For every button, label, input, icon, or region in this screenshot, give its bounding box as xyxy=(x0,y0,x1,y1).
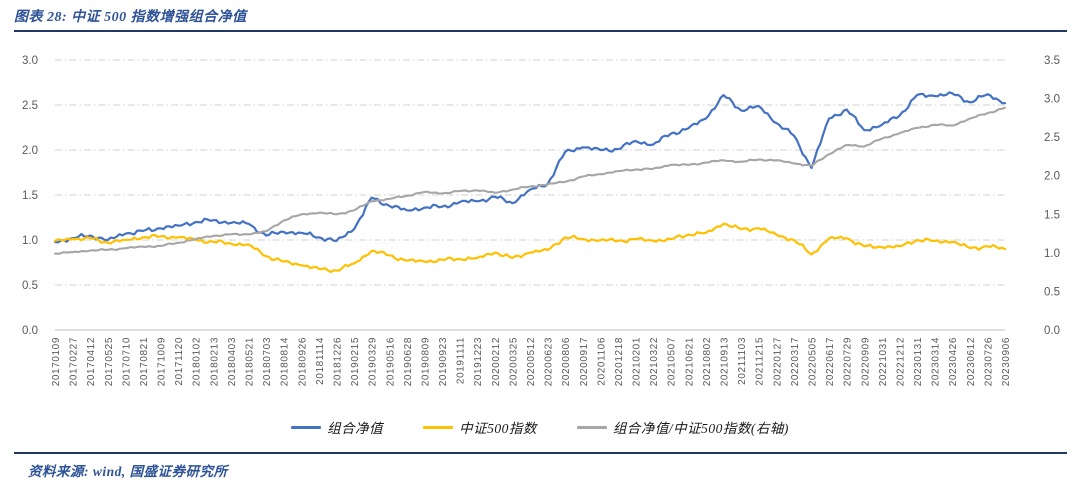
x-tick-label: 20200325 xyxy=(508,337,519,386)
series-line-0 xyxy=(53,91,1007,244)
x-tick-label: 20170227 xyxy=(69,337,80,386)
x-tick-label: 20230726 xyxy=(983,337,994,386)
x-tick-label: 20230906 xyxy=(1001,337,1012,386)
x-tick-label: 20190628 xyxy=(403,337,414,386)
legend-item-csi500: 中证500指数 xyxy=(423,417,537,437)
right-axis-tick-label: 3.5 xyxy=(1044,55,1060,67)
right-axis-tick-label: 1.0 xyxy=(1044,248,1060,260)
left-axis-tick-label: 3.0 xyxy=(22,55,38,67)
series-line-2 xyxy=(53,106,1007,255)
x-tick-label: 20210507 xyxy=(667,337,678,386)
x-tick-label: 20181226 xyxy=(332,337,343,386)
x-tick-label: 20180814 xyxy=(280,337,291,386)
x-tick-label: 20170821 xyxy=(139,337,150,386)
right-axis-tick-label: 0.5 xyxy=(1044,286,1060,298)
x-tick-label: 20180403 xyxy=(227,337,238,386)
right-axis-tick-label: 2.0 xyxy=(1044,171,1060,183)
left-axis-tick-label: 1.5 xyxy=(22,190,38,202)
right-axis-tick-label: 1.5 xyxy=(1044,209,1060,221)
x-tick-label: 20220617 xyxy=(825,337,836,386)
x-tick-label: 20201218 xyxy=(614,337,625,386)
x-tick-label: 20190329 xyxy=(368,337,379,386)
legend-swatch-gray xyxy=(576,425,607,429)
x-tick-label: 20180703 xyxy=(262,337,273,386)
x-tick-label: 20170412 xyxy=(86,337,97,386)
x-tick-label: 20221212 xyxy=(895,337,906,386)
x-tick-label: 20191111 xyxy=(456,337,467,384)
x-tick-label: 20210201 xyxy=(632,337,643,386)
x-tick-label: 20200212 xyxy=(491,337,502,386)
legend-label: 组合净值 xyxy=(327,421,384,436)
legend-swatch-yellow xyxy=(423,425,454,429)
x-tick-label: 20200917 xyxy=(579,337,590,386)
legend-swatch-blue xyxy=(291,425,322,429)
x-tick-label: 20180213 xyxy=(209,337,220,386)
x-tick-label: 20230426 xyxy=(948,337,959,386)
chart-legend: 组合净值 中证500指数 组合净值/中证500指数(右轴) xyxy=(0,415,1080,439)
x-tick-label: 20230612 xyxy=(966,337,977,386)
chart-canvas: 0.0 0.5 1.0 1.5 2.0 2.5 3.0 0.0 0.5 1.0 1.5 2.0 2.5 3… xyxy=(0,40,1080,420)
right-axis-tick-label: 2.5 xyxy=(1044,132,1060,144)
series-line-1 xyxy=(53,222,1007,274)
x-tick-label: 20200806 xyxy=(561,337,572,386)
x-tick-label: 20181114 xyxy=(315,337,326,385)
line-chart: 0.0 0.5 1.0 1.5 2.0 2.5 3.0 0.0 0.5 1.0 1.5 2.0 2.5 3… xyxy=(22,55,1060,386)
x-tick-label: 20230314 xyxy=(931,337,942,386)
legend-item-portfolio-nav: 组合净值 xyxy=(291,417,383,437)
top-divider xyxy=(14,30,1067,32)
x-tick-label: 20221031 xyxy=(878,337,889,386)
x-tick-label: 20200512 xyxy=(526,337,537,386)
x-tick-label: 20220909 xyxy=(860,337,871,386)
x-tick-label: 20171009 xyxy=(157,337,168,386)
left-axis-tick-label: 0.5 xyxy=(22,280,38,292)
x-tick-label: 20210913 xyxy=(720,337,731,386)
x-tick-label: 20220317 xyxy=(790,337,801,386)
x-tick-label: 20170525 xyxy=(104,337,115,386)
source-note: 资料来源: wind, 国盛证券研究所 xyxy=(28,464,228,479)
x-tick-label: 20230131 xyxy=(913,337,924,386)
x-tick-label: 20210802 xyxy=(702,337,713,386)
left-axis-tick-label: 2.0 xyxy=(22,145,38,157)
legend-label: 中证500指数 xyxy=(459,421,537,436)
x-tick-label: 20170109 xyxy=(51,337,62,386)
bottom-divider xyxy=(14,452,1067,454)
x-tick-label: 20190516 xyxy=(385,337,396,386)
x-tick-label: 20211103 xyxy=(737,337,748,385)
x-tick-label: 20201106 xyxy=(596,337,607,386)
x-tick-label: 20190215 xyxy=(350,337,361,386)
x-tick-label: 20200623 xyxy=(544,337,555,386)
left-axis-tick-label: 0.0 xyxy=(22,325,38,337)
legend-item-ratio-right-axis: 组合净值/中证500指数(右轴) xyxy=(576,417,789,437)
right-axis-tick-label: 0.0 xyxy=(1044,325,1060,337)
figure-title: 图表 28: 中证 500 指数增强组合净值 xyxy=(14,10,247,25)
x-tick-label: 20171120 xyxy=(174,337,185,386)
x-tick-label: 20220505 xyxy=(807,337,818,386)
x-tick-label: 20210322 xyxy=(649,337,660,386)
x-tick-label: 20191223 xyxy=(473,337,484,386)
x-tick-label: 20180521 xyxy=(245,337,256,386)
x-tick-label: 20210621 xyxy=(684,337,695,386)
x-tick-label: 20190923 xyxy=(438,337,449,386)
x-tick-label: 20220729 xyxy=(843,337,854,386)
x-tick-label: 20211215 xyxy=(755,337,766,386)
x-tick-label: 20180102 xyxy=(192,337,203,386)
left-axis-tick-label: 1.0 xyxy=(22,235,38,247)
x-tick-label: 20170710 xyxy=(121,337,132,386)
x-tick-label: 20220127 xyxy=(772,337,783,386)
x-tick-label: 20180926 xyxy=(297,337,308,386)
legend-label: 组合净值/中证500指数(右轴) xyxy=(612,421,789,436)
left-axis-tick-label: 2.5 xyxy=(22,100,38,112)
x-tick-label: 20190809 xyxy=(420,337,431,386)
right-axis-tick-label: 3.0 xyxy=(1044,94,1060,106)
